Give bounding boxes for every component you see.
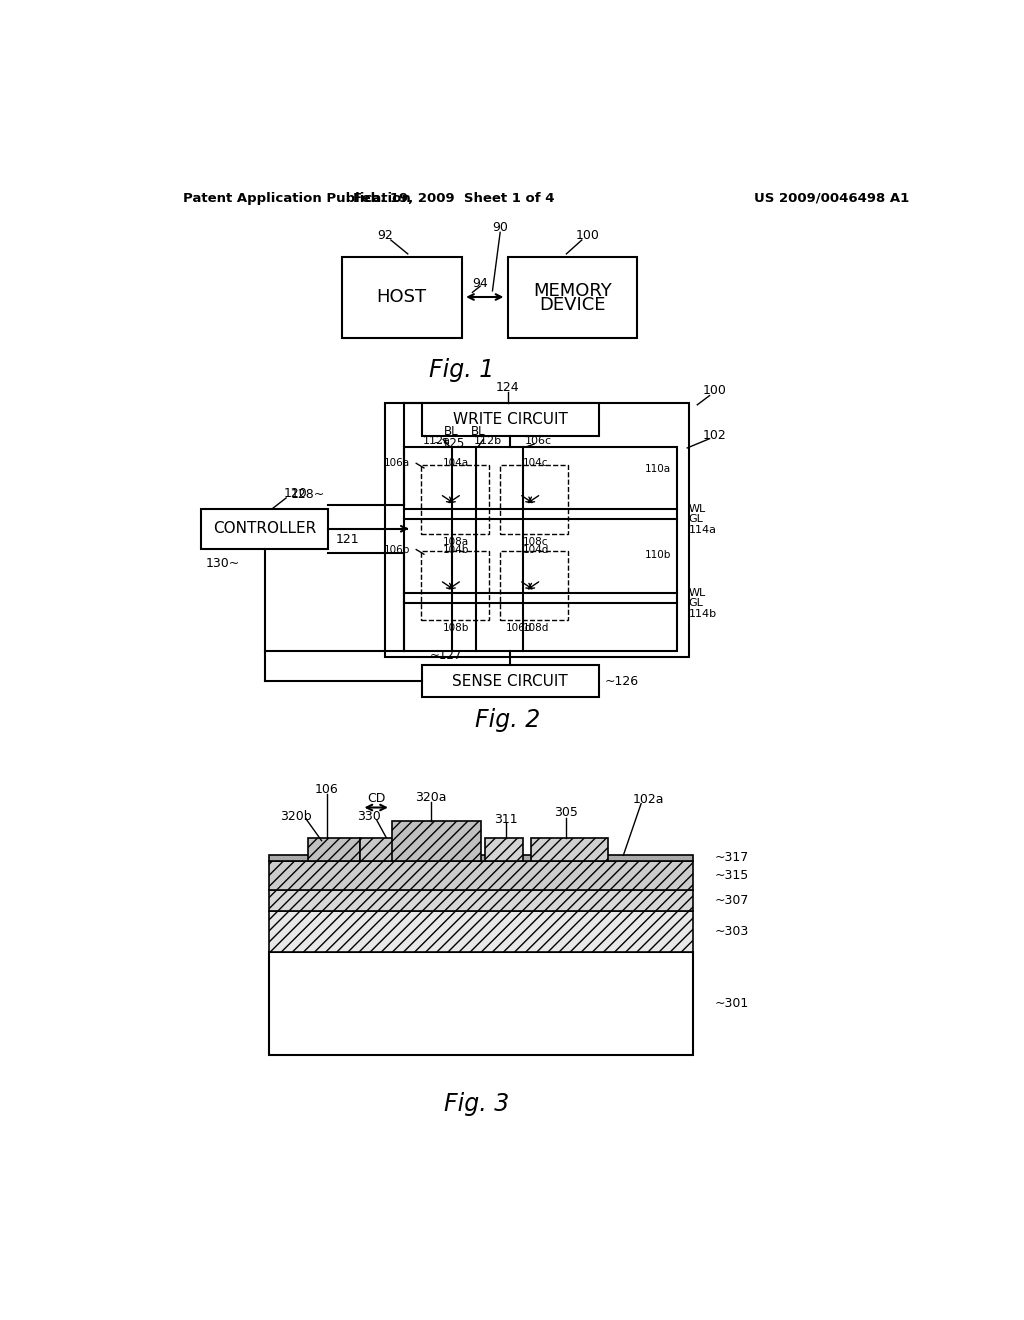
Text: 106: 106 — [315, 783, 339, 796]
Text: 106d: 106d — [506, 623, 531, 634]
Bar — [269, 911, 692, 952]
Text: Feb. 19, 2009  Sheet 1 of 4: Feb. 19, 2009 Sheet 1 of 4 — [353, 191, 555, 205]
Text: ~317: ~317 — [714, 851, 749, 865]
Text: 108c: 108c — [523, 537, 548, 546]
Bar — [269, 861, 692, 890]
Bar — [385, 404, 689, 657]
Text: 94: 94 — [472, 277, 488, 289]
Bar — [500, 465, 568, 535]
Text: CD: CD — [367, 792, 385, 805]
Text: ~127: ~127 — [430, 649, 463, 663]
Bar — [508, 257, 637, 338]
Text: 92: 92 — [377, 228, 392, 242]
Bar — [360, 838, 427, 861]
Text: WL: WL — [689, 589, 707, 598]
Text: 90: 90 — [493, 222, 508, 234]
Text: ~315: ~315 — [714, 869, 749, 882]
Text: 305: 305 — [554, 807, 578, 820]
Text: SENSE CIRCUIT: SENSE CIRCUIT — [453, 673, 568, 689]
Bar — [403, 447, 677, 651]
Text: ~303: ~303 — [714, 925, 749, 939]
Bar — [269, 952, 692, 1056]
Text: 102a: 102a — [632, 792, 664, 805]
Text: 110b: 110b — [645, 550, 671, 560]
Text: 108a: 108a — [443, 537, 469, 546]
Text: 128~: 128~ — [291, 487, 325, 500]
Text: CONTROLLER: CONTROLLER — [213, 521, 316, 536]
Bar — [269, 890, 692, 911]
Text: Fig. 3: Fig. 3 — [444, 1092, 510, 1115]
Bar — [421, 465, 488, 535]
Text: 320a: 320a — [415, 791, 446, 804]
Text: 114a: 114a — [689, 524, 717, 535]
Text: DEVICE: DEVICE — [540, 296, 606, 314]
Text: US 2009/0046498 A1: US 2009/0046498 A1 — [754, 191, 909, 205]
Bar — [421, 552, 488, 620]
Text: 104c: 104c — [523, 458, 548, 469]
Bar — [342, 257, 462, 338]
Text: ~301: ~301 — [714, 997, 749, 1010]
Text: 114b: 114b — [689, 610, 717, 619]
Bar — [202, 508, 329, 549]
Bar — [422, 404, 599, 436]
Text: 112a: 112a — [423, 436, 451, 446]
Text: Patent Application Publication: Patent Application Publication — [183, 191, 411, 205]
Text: 104d: 104d — [522, 545, 549, 554]
Text: 102: 102 — [702, 429, 726, 442]
Text: 110a: 110a — [645, 463, 671, 474]
Text: 320b: 320b — [281, 810, 312, 824]
Text: 124: 124 — [496, 381, 519, 395]
Bar — [531, 838, 608, 861]
Bar — [269, 855, 692, 861]
Text: 130~: 130~ — [205, 557, 240, 570]
Bar — [422, 665, 599, 697]
Text: ~126: ~126 — [605, 675, 639, 688]
Text: 330: 330 — [357, 810, 381, 824]
Text: WL: WL — [689, 504, 707, 513]
Text: Fig. 1: Fig. 1 — [429, 358, 495, 383]
Bar — [307, 838, 360, 861]
Text: GL: GL — [689, 513, 703, 524]
Text: 100: 100 — [577, 228, 600, 242]
Text: 106a: 106a — [384, 458, 410, 469]
Bar — [484, 838, 523, 861]
Text: 121: 121 — [336, 533, 359, 546]
Bar — [392, 821, 481, 861]
Text: 112b: 112b — [474, 436, 502, 446]
Text: 106c: 106c — [525, 436, 552, 446]
Text: MEMORY: MEMORY — [534, 282, 612, 300]
Text: Fig. 2: Fig. 2 — [475, 709, 541, 733]
Text: ~125: ~125 — [432, 437, 465, 450]
Text: ~307: ~307 — [714, 894, 749, 907]
Text: 311: 311 — [495, 813, 518, 825]
Text: 100: 100 — [702, 384, 726, 397]
Text: 108d: 108d — [522, 623, 549, 634]
Text: WRITE CIRCUIT: WRITE CIRCUIT — [453, 412, 567, 426]
Text: 108b: 108b — [443, 623, 469, 634]
Text: BL: BL — [471, 425, 486, 438]
Text: 120: 120 — [284, 487, 307, 500]
Text: 104a: 104a — [443, 458, 469, 469]
Text: HOST: HOST — [377, 288, 427, 306]
Text: GL: GL — [689, 598, 703, 609]
Text: 104b: 104b — [443, 545, 469, 554]
Text: BL: BL — [443, 425, 458, 438]
Bar — [500, 552, 568, 620]
Text: 106b: 106b — [384, 545, 410, 554]
